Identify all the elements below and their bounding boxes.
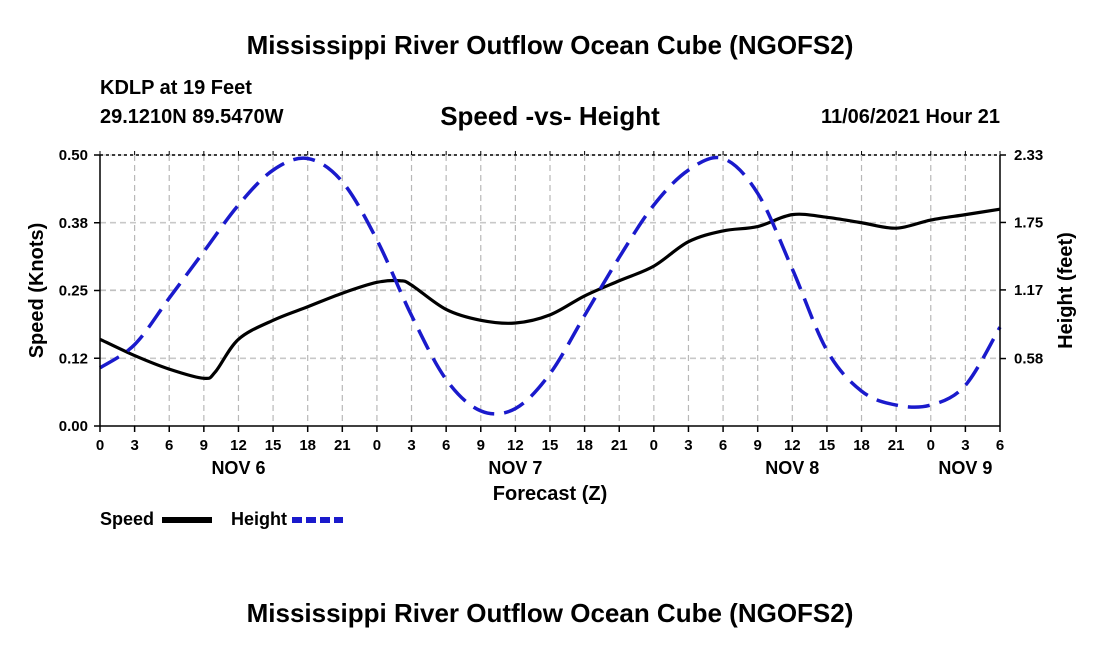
y2-axis-label: Height (feet)	[1055, 232, 1077, 349]
x-day-label: NOV 9	[938, 458, 992, 478]
station-coords: 29.1210N 89.5470W	[100, 106, 284, 128]
x-tick-label: 21	[611, 437, 628, 454]
x-tick-label: 9	[477, 437, 485, 454]
x-tick-label: 21	[334, 437, 351, 454]
page-title: Mississippi River Outflow Ocean Cube (NG…	[246, 30, 854, 60]
x-tick-label: 15	[265, 437, 282, 454]
y2-tick-label: 2.33	[1014, 147, 1043, 164]
x-tick-label: 21	[888, 437, 905, 454]
x-tick-label: 12	[784, 437, 801, 454]
x-tick-label: 3	[130, 437, 138, 454]
x-tick-label: 3	[961, 437, 969, 454]
y2-tick-label: 1.75	[1014, 214, 1043, 231]
series-line-height	[99, 155, 1002, 416]
x-day-label: NOV 7	[488, 458, 542, 478]
x-day-label: NOV 8	[765, 458, 819, 478]
footer-title: Mississippi River Outflow Ocean Cube (NG…	[246, 598, 854, 628]
x-tick-label: 0	[96, 437, 104, 454]
x-tick-label: 6	[996, 437, 1004, 454]
x-tick-label: 6	[442, 437, 450, 454]
x-tick-label: 18	[576, 437, 593, 454]
x-tick-label: 6	[165, 437, 173, 454]
y-tick-label: 0.38	[59, 215, 88, 232]
x-tick-label: 9	[754, 437, 762, 454]
x-tick-label: 15	[819, 437, 836, 454]
y-tick-label: 0.12	[59, 350, 88, 367]
y2-tick-label: 1.17	[1014, 282, 1043, 299]
x-axis-label: Forecast (Z)	[493, 483, 607, 505]
x-tick-label: 3	[684, 437, 692, 454]
x-tick-label: 18	[853, 437, 870, 454]
x-day-label: NOV 6	[211, 458, 265, 478]
x-tick-label: 6	[719, 437, 727, 454]
y2-tick-label: 0.58	[1014, 351, 1043, 368]
legend-height-label: Height	[231, 509, 287, 529]
x-tick-label: 9	[200, 437, 208, 454]
forecast-datetime: 11/06/2021 Hour 21	[820, 106, 1000, 128]
legend-speed-label: Speed	[100, 509, 155, 529]
x-tick-label: 18	[299, 437, 316, 454]
y-tick-label: 0.00	[59, 418, 88, 435]
x-tick-label: 12	[230, 437, 247, 454]
chart-title: Speed -vs- Height	[440, 101, 660, 131]
station-label: KDLP at 19 Feet	[100, 77, 252, 99]
series-line-speed	[99, 207, 1001, 381]
y-tick-label: 0.50	[59, 147, 88, 164]
x-tick-label: 15	[542, 437, 559, 454]
y-tick-label: 0.25	[59, 283, 88, 300]
x-tick-label: 12	[507, 437, 524, 454]
y-axis-label: Speed (Knots)	[26, 223, 48, 359]
x-tick-label: 0	[373, 437, 381, 454]
x-tick-label: 3	[407, 437, 415, 454]
x-tick-label: 0	[650, 437, 658, 454]
x-tick-label: 0	[927, 437, 935, 454]
